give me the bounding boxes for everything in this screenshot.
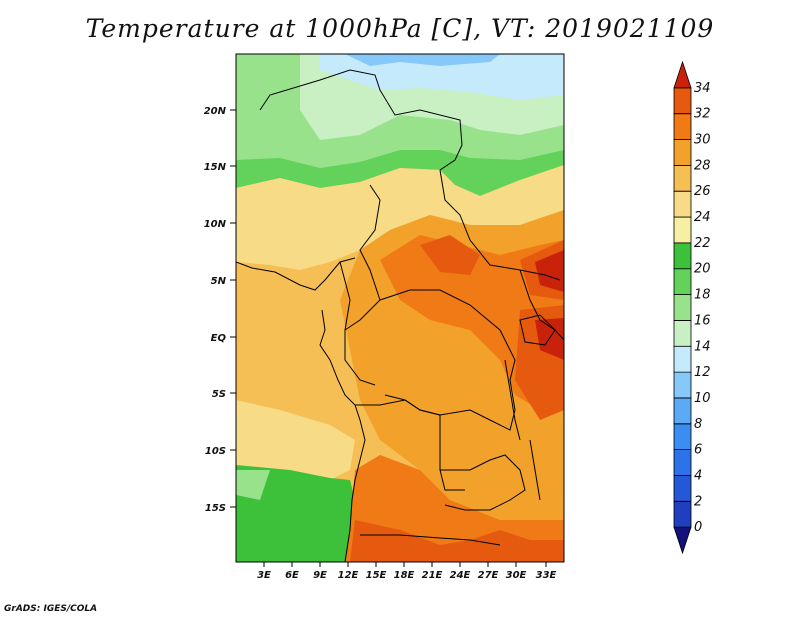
coastlines-and-borders	[236, 69, 564, 562]
lon-label: 6E	[285, 570, 299, 581]
field-south-green	[236, 465, 355, 562]
colorbar-swatch	[673, 60, 692, 89]
lon-label: 21E	[422, 570, 443, 581]
lat-label: 5N	[211, 276, 227, 287]
field-atlantic-pale	[236, 400, 355, 480]
colorbar-label: 10	[694, 391, 711, 406]
colorbar-swatch	[673, 397, 692, 425]
lon-label: 18E	[394, 570, 415, 581]
lat-label: 15S	[205, 503, 226, 514]
lon-label: 30E	[506, 570, 527, 581]
colorbar-label: 0	[694, 520, 702, 535]
colorbar-label: 30	[694, 133, 711, 148]
colorbar-swatch	[673, 371, 692, 399]
colorbar-swatch	[673, 475, 692, 502]
colorbar-label: 32	[694, 107, 711, 122]
central-west-coast	[319, 309, 366, 562]
lake-malawi	[529, 439, 541, 501]
map-frame	[235, 53, 565, 563]
colorbar-label: 14	[694, 339, 711, 354]
colorbar-swatch	[673, 294, 692, 321]
field-north-blue	[345, 54, 500, 66]
lake-tanganyika	[504, 359, 521, 441]
latitude-axis: 20N 15N 10N 5N EQ 5S 10S 15S	[204, 106, 236, 514]
colorbar-label: 4	[694, 468, 702, 483]
colorbar-swatch	[673, 139, 692, 166]
colorbar-swatch	[673, 449, 692, 476]
colorbar-label: 20	[694, 262, 711, 277]
lat-label: EQ	[211, 333, 227, 344]
colorbar-swatch	[673, 320, 692, 347]
lon-label: 9E	[313, 570, 327, 581]
lake-victoria	[519, 314, 556, 346]
colorbar-label: 16	[694, 313, 711, 328]
lat-label: 10N	[204, 219, 227, 230]
border-angola	[355, 399, 465, 491]
colorbar-label: 26	[694, 184, 711, 199]
west-africa-coast	[236, 257, 356, 291]
colorbar-label: 34	[694, 81, 711, 96]
lat-label: 10S	[205, 446, 226, 457]
border-east	[519, 269, 564, 341]
colorbar-label: 2	[694, 494, 702, 509]
lon-label: 3E	[257, 570, 271, 581]
temperature-field	[236, 54, 564, 562]
border-chad	[344, 184, 381, 331]
colorbar-swatch	[673, 164, 692, 192]
lon-label: 24E	[450, 570, 471, 581]
longitude-axis: 3E 6E 9E 12E 15E 18E 21E 24E 27E 30E 33E	[257, 562, 557, 581]
colorbar-swatch	[673, 242, 692, 270]
colorbar-label: 18	[694, 288, 711, 303]
colorbar-swatch	[673, 500, 692, 528]
lon-label: 27E	[478, 570, 499, 581]
colorbar-label: 12	[694, 365, 711, 380]
colorbar-swatch	[673, 268, 692, 295]
colorbar-label: 8	[694, 417, 702, 432]
grads-credit: GrADS: IGES/COLA	[4, 604, 98, 614]
border-namibia	[360, 534, 501, 546]
colorbar-swatch	[673, 526, 692, 555]
lon-label: 12E	[338, 570, 359, 581]
colorbar-swatch	[673, 216, 692, 244]
colorbar-label: 28	[694, 158, 711, 173]
lon-label: 15E	[366, 570, 387, 581]
colorbar-swatch	[673, 190, 692, 218]
lon-label: 33E	[536, 570, 557, 581]
map-title: Temperature at 1000hPa [C], VT: 20190211…	[85, 14, 715, 43]
field-east-hotspot	[420, 235, 564, 420]
colorbar-label: 24	[694, 210, 711, 225]
border-sahara	[259, 69, 463, 171]
border-cameroon	[339, 261, 376, 386]
lat-label: 20N	[204, 106, 227, 117]
field-south-lightgreen	[236, 470, 270, 500]
colorbar-swatch	[673, 87, 692, 115]
field-north-paleblue	[320, 54, 564, 100]
colorbar-swatch	[673, 423, 692, 451]
lat-label: 5S	[212, 389, 226, 400]
colorbar-label: 22	[694, 236, 711, 251]
lat-label: 15N	[204, 162, 227, 173]
colorbar-label: 6	[694, 443, 702, 458]
field-south-max	[350, 520, 564, 562]
colorbar-swatch	[673, 345, 692, 373]
border-sudan	[439, 169, 561, 281]
border-zambia	[440, 454, 526, 511]
colorbar-swatch	[673, 113, 692, 140]
field-sahel-yellow	[236, 165, 564, 270]
